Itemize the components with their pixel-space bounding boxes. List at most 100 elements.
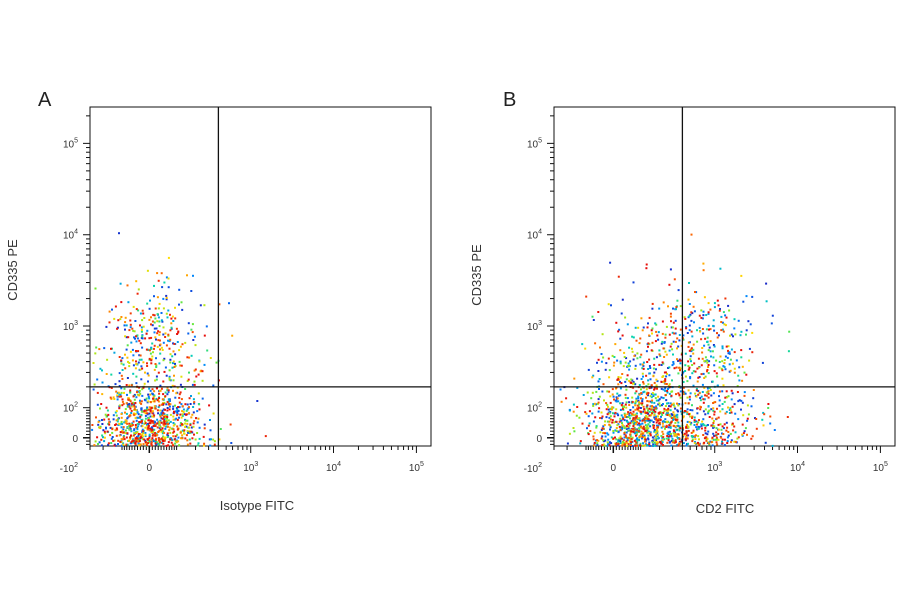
event-point <box>139 312 142 315</box>
event-point <box>599 431 602 434</box>
event-point <box>665 424 668 427</box>
event-point <box>686 396 689 399</box>
event-point <box>186 274 188 277</box>
event-point <box>170 317 173 320</box>
event-point <box>126 344 129 347</box>
event-point <box>100 403 103 405</box>
event-point <box>120 413 123 415</box>
event-point <box>137 423 140 426</box>
event-point <box>737 400 740 403</box>
event-point <box>662 425 664 428</box>
event-point <box>176 341 179 343</box>
event-point <box>674 421 677 424</box>
event-point <box>135 382 138 385</box>
event-point <box>158 392 161 395</box>
event-point <box>704 432 707 435</box>
event-point <box>178 349 181 352</box>
event-point <box>742 300 745 303</box>
event-point <box>641 402 644 405</box>
event-point <box>652 424 654 427</box>
event-point <box>164 408 166 411</box>
event-point <box>715 438 718 441</box>
event-point <box>185 409 188 412</box>
event-point <box>165 374 168 377</box>
event-point <box>159 428 162 431</box>
event-point <box>630 378 633 381</box>
event-point <box>730 439 733 442</box>
event-point <box>655 368 657 371</box>
event-point <box>160 417 163 420</box>
event-point <box>617 330 620 333</box>
event-point <box>593 441 596 444</box>
event-point <box>166 401 169 403</box>
event-point <box>650 414 653 417</box>
event-point <box>619 337 622 340</box>
event-point <box>152 400 155 403</box>
event-point <box>718 366 721 369</box>
event-point <box>685 444 688 447</box>
event-point <box>628 424 631 427</box>
event-point <box>687 389 690 392</box>
event-point <box>114 444 117 447</box>
event-point <box>150 358 153 361</box>
event-point <box>636 407 639 410</box>
event-point <box>672 439 675 442</box>
event-point <box>125 336 128 339</box>
event-point <box>649 432 652 435</box>
event-point <box>667 384 670 387</box>
event-point <box>117 439 120 442</box>
event-point <box>615 396 618 399</box>
event-point <box>603 424 606 426</box>
event-point <box>621 444 624 447</box>
event-point <box>635 397 638 400</box>
event-point <box>672 418 675 421</box>
event-point <box>139 392 142 395</box>
event-point <box>177 440 180 443</box>
event-point <box>117 319 120 322</box>
event-point <box>138 386 141 389</box>
event-point <box>733 425 736 428</box>
event-point <box>609 428 611 431</box>
event-point <box>592 374 595 377</box>
event-point <box>193 383 196 386</box>
event-point <box>765 282 768 285</box>
event-point <box>712 356 715 359</box>
event-point <box>634 413 637 416</box>
event-point <box>141 436 144 439</box>
event-point <box>129 437 132 440</box>
event-point <box>694 392 697 395</box>
event-point <box>632 358 635 361</box>
event-point <box>623 443 626 446</box>
event-point <box>665 383 668 385</box>
event-point <box>129 391 132 394</box>
event-point <box>708 360 711 363</box>
event-point <box>188 430 191 433</box>
event-point <box>141 422 144 425</box>
event-point <box>157 437 160 440</box>
event-point <box>667 426 670 429</box>
event-point <box>690 435 693 437</box>
event-point <box>696 423 698 426</box>
event-point <box>198 408 201 411</box>
event-point <box>671 390 674 393</box>
event-point <box>687 365 690 368</box>
event-point <box>143 382 146 385</box>
event-point <box>709 340 712 343</box>
event-point <box>572 403 575 406</box>
event-point <box>654 393 657 396</box>
event-point <box>194 438 197 441</box>
event-point <box>698 438 700 441</box>
event-point <box>166 416 169 418</box>
event-point <box>667 409 670 412</box>
event-point <box>726 396 729 399</box>
event-point <box>652 375 655 378</box>
event-point <box>713 410 716 413</box>
event-point <box>662 433 665 436</box>
event-point <box>157 400 160 403</box>
event-point <box>151 355 154 358</box>
event-point <box>701 420 704 423</box>
event-point <box>705 328 708 331</box>
event-point <box>177 409 180 412</box>
event-point <box>155 366 158 368</box>
event-point <box>751 435 754 438</box>
